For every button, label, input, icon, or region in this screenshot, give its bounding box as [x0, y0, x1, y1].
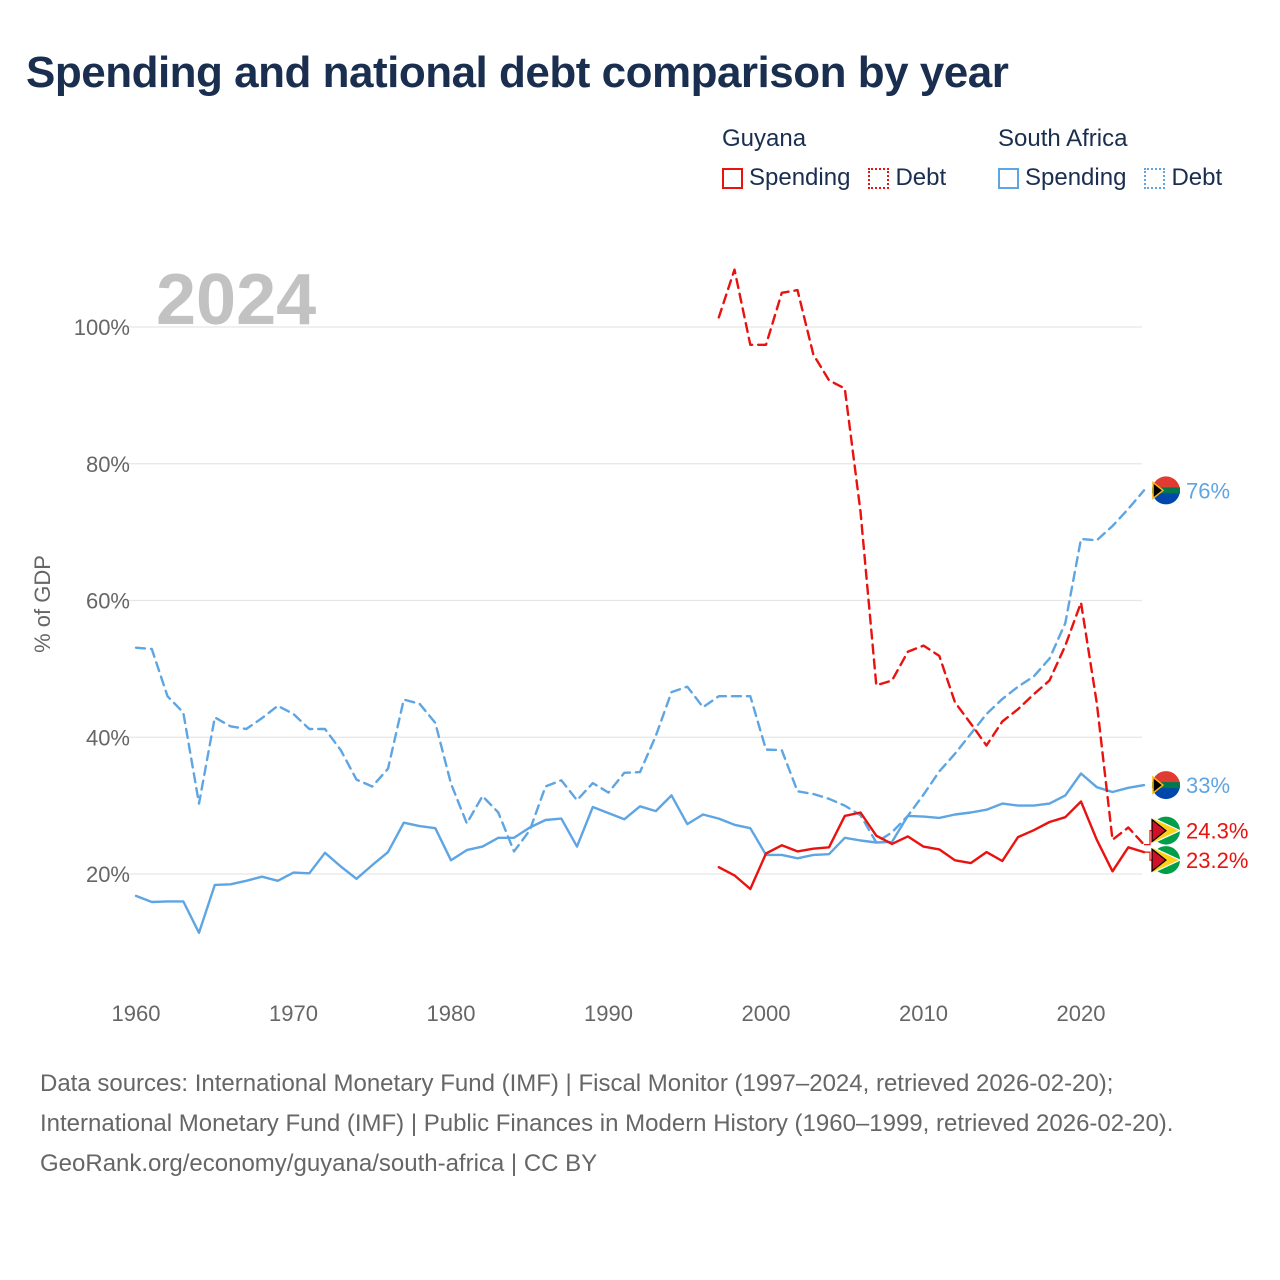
end-labels: 33% 76% 23.2% 24.3% — [1144, 476, 1248, 875]
flag-south-africa-icon — [1152, 775, 1165, 795]
legend-label: Debt — [1171, 164, 1223, 191]
legend-south-africa: South Africa Spending Debt — [998, 122, 1222, 200]
gy-debt-line — [717, 268, 1146, 846]
y-axis-label: % of GDP — [30, 555, 55, 653]
x-tick-label: 1960 — [112, 1001, 161, 1026]
y-tick-label: 100% — [74, 315, 130, 340]
x-tick-label: 1980 — [427, 1001, 476, 1026]
legend-label: Debt — [895, 164, 947, 191]
za-spending-line — [134, 772, 1146, 934]
za-debt-line — [134, 489, 1146, 853]
chart-title: Spending and national debt comparison by… — [26, 48, 1009, 97]
za-debt-end-label: 76% — [1186, 478, 1230, 503]
x-tick-label: 2000 — [742, 1001, 791, 1026]
data-sources: Data sources: International Monetary Fun… — [40, 1070, 1174, 1137]
flag-south-africa-icon — [1152, 480, 1165, 500]
y-tick-label: 60% — [86, 589, 130, 614]
solid-line-swatch-icon — [722, 167, 743, 189]
flag-guyana-icon — [1151, 818, 1167, 843]
flag-south-africa-icon — [1152, 487, 1180, 494]
legend-south-africa-title: South Africa — [998, 125, 1128, 152]
dotted-line-swatch-icon — [1144, 167, 1166, 189]
gy-spending-line — [717, 800, 1146, 891]
x-tick-label: 1990 — [584, 1001, 633, 1026]
dotted-line-swatch-icon — [868, 167, 890, 189]
legend-guyana-spending[interactable]: Spending — [722, 164, 850, 192]
y-tick-label: 20% — [86, 862, 130, 887]
line-chart: 2024 20% 40% 60% 80% 100% 1960 1970 1980 1990 20… — [30, 260, 1248, 1026]
legend-guyana-debt[interactable]: Debt — [868, 164, 946, 192]
x-tick-label: 2020 — [1057, 1001, 1106, 1026]
legend-south-africa-debt[interactable]: Debt — [1144, 164, 1222, 192]
grid — [128, 326, 1142, 875]
y-tick-label: 40% — [86, 725, 130, 750]
za-spending-end-label: 33% — [1186, 773, 1230, 798]
year-watermark: 2024 — [156, 260, 316, 340]
legend-label: Spending — [1025, 164, 1127, 191]
flag-guyana-icon — [1151, 847, 1167, 873]
footer: Data sources: International Monetary Fun… — [40, 1064, 1240, 1184]
credit-line: GeoRank.org/economy/guyana/south-africa … — [40, 1150, 598, 1177]
legend-guyana-title: Guyana — [722, 125, 807, 152]
y-axis: 20% 40% 60% 80% 100% — [74, 315, 130, 887]
legend-label: Spending — [749, 164, 851, 191]
x-tick-label: 2010 — [899, 1001, 948, 1026]
legend-south-africa-spending[interactable]: Spending — [998, 164, 1126, 192]
y-tick-label: 80% — [86, 452, 130, 477]
series-layer — [134, 268, 1146, 934]
legend-guyana: Guyana Spending Debt — [722, 122, 964, 200]
x-axis: 1960 1970 1980 1990 2000 2010 2020 — [112, 1001, 1106, 1026]
gy-debt-end-label: 24.3% — [1186, 819, 1248, 844]
x-tick-label: 1970 — [269, 1001, 318, 1026]
solid-line-swatch-icon — [998, 167, 1019, 189]
flag-south-africa-icon — [1152, 782, 1180, 789]
gy-spending-end-label: 23.2% — [1186, 848, 1248, 873]
